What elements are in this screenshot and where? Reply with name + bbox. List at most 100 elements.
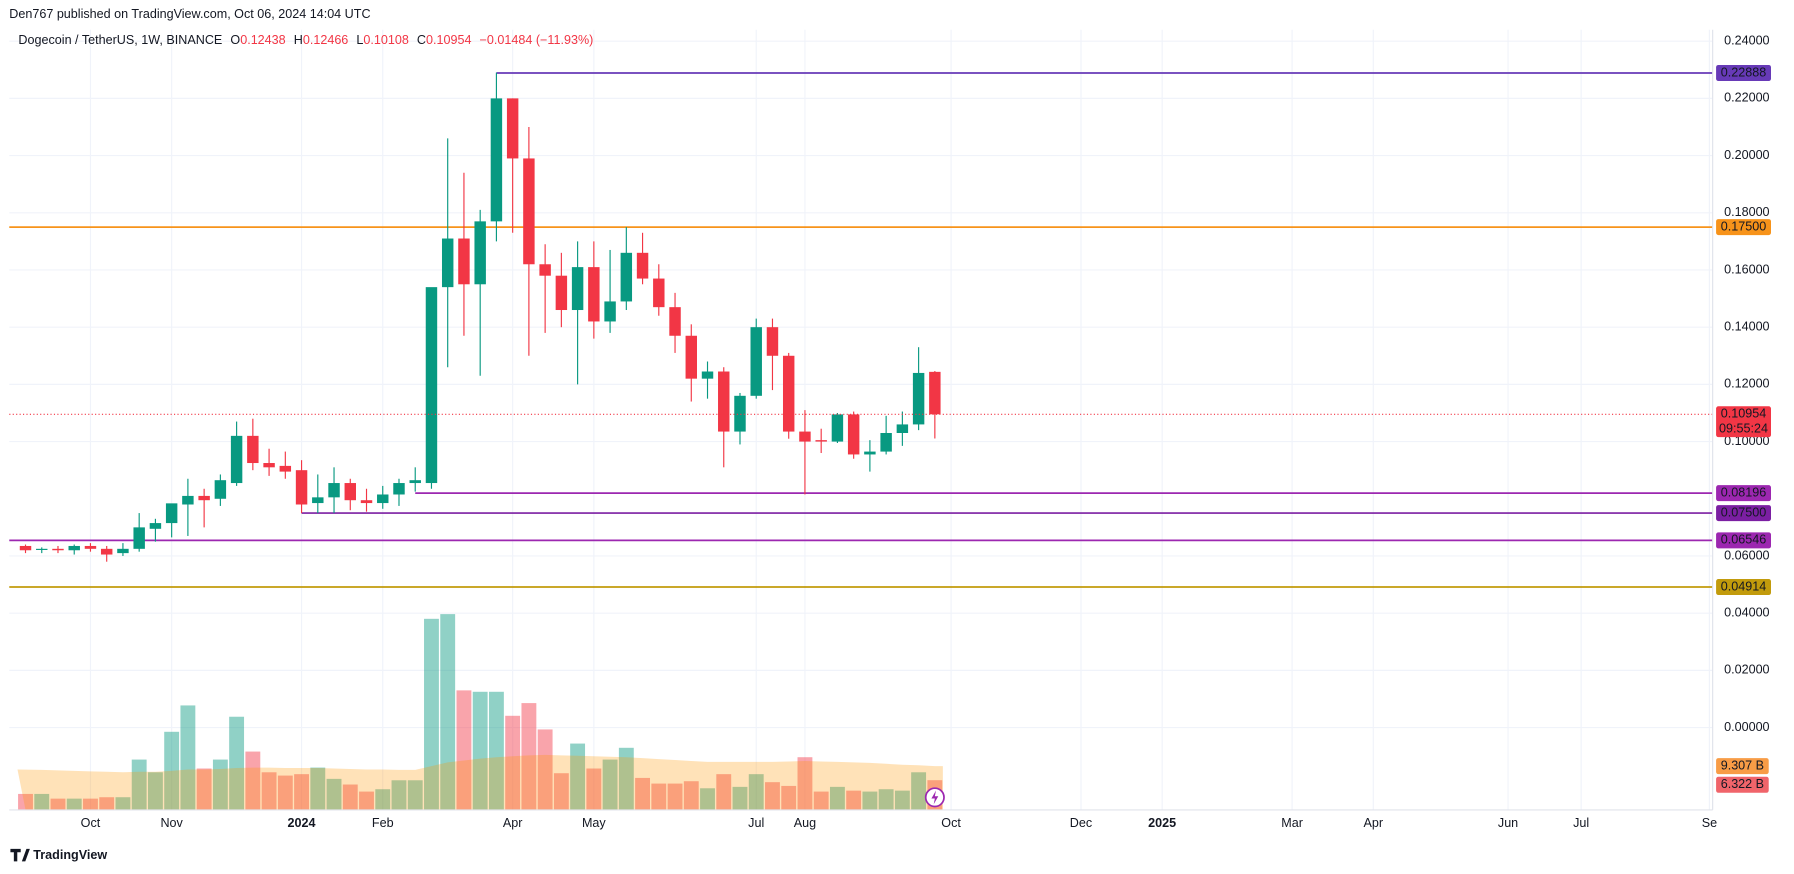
y-tick-label: 0.14000 — [1724, 320, 1769, 334]
volume-bar — [618, 747, 634, 810]
publisher-line: Den767 published on TradingView.com, Oct… — [9, 7, 370, 21]
countdown: 09:55:24 — [1719, 421, 1768, 435]
candle-body — [847, 414, 860, 455]
y-tick-label: 0.20000 — [1724, 148, 1769, 162]
plot-area — [9, 29, 1713, 810]
candle-body — [133, 527, 145, 549]
volume-bar — [164, 731, 180, 810]
candle-body — [929, 371, 941, 415]
candle-body — [636, 252, 649, 279]
symbol: Dogecoin / TetherUS, 1W, BINANCE — [18, 34, 222, 48]
volume-bar — [781, 785, 797, 810]
candle-body — [523, 158, 535, 265]
volume-bar — [131, 759, 147, 810]
volume-bar — [553, 773, 569, 810]
x-tick-label: 2024 — [288, 816, 316, 830]
candle-body — [864, 451, 876, 455]
volume-bar — [34, 793, 50, 810]
y-tick-label: 0.02000 — [1724, 663, 1769, 677]
candle-body — [198, 495, 210, 501]
candle-body — [669, 307, 681, 336]
volume-bar — [813, 791, 829, 810]
candle-body — [490, 98, 503, 222]
candle-body — [896, 424, 909, 433]
candle-body — [19, 545, 32, 551]
ohlc-value: 0.12438 — [240, 34, 285, 48]
x-tick-label: May — [582, 816, 606, 830]
candle-body — [620, 252, 633, 302]
volume-bar — [115, 797, 131, 810]
candle-body — [230, 435, 243, 484]
volume-bar — [310, 767, 326, 810]
volume-bar — [18, 793, 33, 810]
candle-body — [165, 503, 178, 524]
volume-bar — [277, 775, 293, 810]
volume-bar — [505, 715, 521, 810]
candle-body — [766, 327, 779, 356]
candle-body — [52, 548, 64, 551]
x-tick-label: Jul — [1573, 816, 1589, 830]
change: −0.01484 (−11.93%) — [480, 34, 594, 48]
volume-bar — [537, 729, 553, 810]
volume-bar — [765, 782, 780, 810]
volume-bar — [651, 783, 667, 810]
level-label-box — [1716, 64, 1771, 81]
volume-pane — [17, 614, 943, 810]
candle-body — [279, 465, 292, 472]
volume-bar — [147, 772, 163, 810]
volume-bar — [440, 614, 456, 810]
candle-body — [441, 238, 454, 288]
volume-bar — [748, 774, 764, 810]
volume-bar — [667, 783, 683, 810]
volume-bar — [294, 774, 309, 810]
x-tick-label: Se — [1702, 816, 1717, 830]
volume-bar — [635, 777, 650, 810]
candle-body — [425, 287, 438, 484]
candle-body — [831, 414, 844, 442]
ohlc-letter: C — [417, 34, 426, 48]
candle-body — [263, 463, 275, 468]
volume-bar — [488, 691, 504, 810]
candle-body — [182, 495, 194, 505]
level-label: 0.04914 — [1721, 579, 1766, 593]
level-label-box — [1716, 532, 1771, 549]
volume-bar — [878, 789, 894, 810]
candle-body — [734, 395, 746, 432]
candle-body — [100, 548, 113, 555]
x-tick-label: Oct — [941, 816, 961, 830]
y-tick-label: 0.24000 — [1724, 34, 1769, 48]
candle-body — [912, 372, 925, 425]
candle-body — [474, 221, 486, 285]
x-tick-label: Mar — [1281, 816, 1303, 830]
legend: Dogecoin / TetherUS, 1W, BINANCE O0.1243… — [18, 34, 593, 48]
y-tick-label: 0.06000 — [1724, 548, 1769, 562]
candle-body — [750, 327, 762, 396]
candle-body — [214, 480, 227, 499]
volume-bar — [829, 786, 845, 810]
x-tick-label: 2025 — [1148, 816, 1176, 830]
level-label: 0.22888 — [1721, 65, 1766, 79]
volume-bar — [212, 759, 228, 810]
candle-body — [344, 483, 356, 501]
candle-body — [571, 267, 584, 311]
volume-bar — [342, 784, 358, 810]
x-tick-label: Jun — [1498, 816, 1518, 830]
y-tick-label: 0.16000 — [1724, 262, 1769, 276]
volume-bar — [602, 759, 618, 810]
y-tick-label: 0.10000 — [1724, 434, 1769, 448]
volume-ma-box — [1716, 758, 1769, 775]
candle-body — [377, 494, 389, 504]
level-label-box — [1716, 485, 1771, 502]
volume-ma-area — [17, 754, 943, 810]
candle-body — [328, 483, 340, 498]
volume-bar — [862, 791, 878, 810]
volume-bar — [229, 716, 245, 810]
x-tick-label: Jul — [748, 816, 764, 830]
volume-bar — [683, 781, 699, 810]
y-tick-label: 0.18000 — [1724, 205, 1769, 219]
candle-body — [604, 301, 616, 322]
candle-body — [117, 548, 129, 554]
candle-body — [506, 98, 519, 159]
x-tick-label: Dec — [1070, 816, 1092, 830]
candle-body — [880, 432, 892, 452]
